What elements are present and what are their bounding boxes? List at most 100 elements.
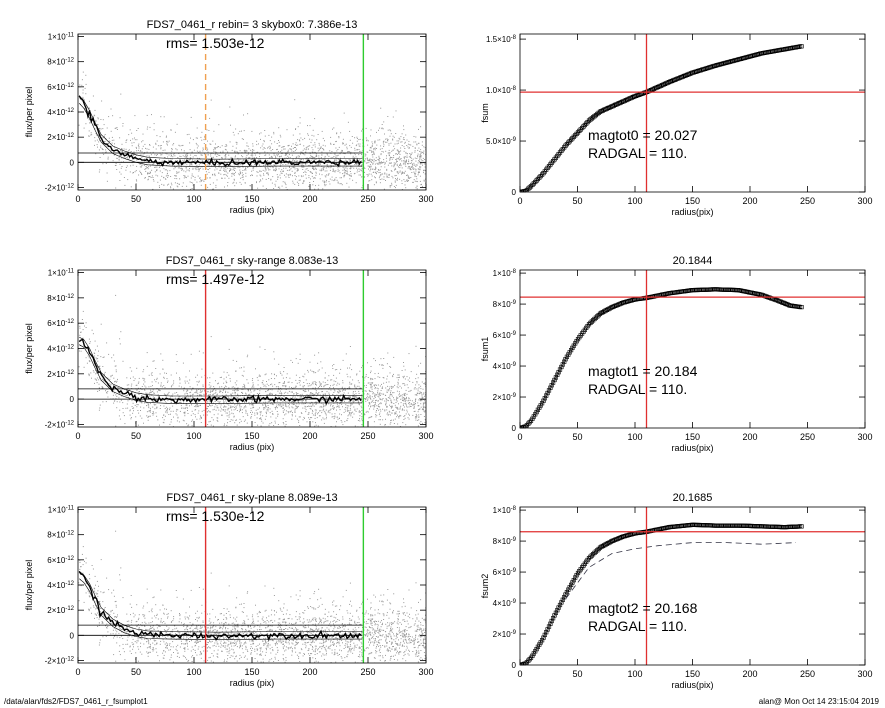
scatter-point bbox=[119, 154, 121, 156]
scatter-point bbox=[308, 395, 309, 397]
scatter-point bbox=[98, 134, 99, 136]
scatter-point bbox=[407, 175, 409, 177]
scatter-point bbox=[201, 410, 203, 412]
scatter-point bbox=[161, 160, 163, 162]
y-tick-label: 0 bbox=[70, 158, 75, 167]
scatter-point bbox=[287, 392, 289, 394]
scatter-point bbox=[295, 142, 297, 144]
scatter-point bbox=[131, 406, 133, 408]
scatter-point bbox=[327, 410, 329, 412]
scatter-point bbox=[406, 396, 407, 398]
scatter-point bbox=[168, 159, 170, 161]
scatter-point bbox=[137, 149, 139, 151]
scatter-point bbox=[197, 392, 199, 394]
scatter-point bbox=[306, 394, 308, 396]
scatter-point bbox=[150, 154, 152, 156]
scatter-point bbox=[410, 177, 412, 178]
scatter-point bbox=[359, 143, 361, 145]
scatter-point bbox=[325, 192, 326, 193]
scatter-point bbox=[382, 142, 384, 144]
scatter-point bbox=[417, 168, 419, 170]
scatter-point bbox=[330, 385, 331, 387]
scatter-point bbox=[156, 378, 158, 380]
scatter-point bbox=[299, 425, 301, 426]
scatter-point bbox=[328, 394, 330, 396]
scatter-point bbox=[375, 157, 377, 159]
scatter-point bbox=[187, 393, 188, 395]
scatter-point bbox=[124, 184, 126, 186]
scatter-point bbox=[306, 157, 308, 159]
scatter-point bbox=[98, 383, 100, 385]
scatter-point bbox=[212, 419, 214, 421]
scatter-point bbox=[199, 394, 201, 396]
scatter-point bbox=[212, 164, 214, 166]
scatter-point bbox=[88, 338, 90, 340]
scatter-point bbox=[347, 415, 349, 417]
scatter-point bbox=[406, 406, 408, 408]
scatter-point bbox=[129, 410, 131, 412]
scatter-point bbox=[239, 403, 241, 405]
scatter-point bbox=[297, 139, 299, 141]
scatter-point bbox=[131, 383, 133, 385]
scatter-point bbox=[329, 387, 331, 388]
scatter-point bbox=[329, 183, 331, 185]
scatter-point bbox=[97, 146, 98, 148]
scatter-point bbox=[140, 172, 142, 174]
scatter-point bbox=[379, 127, 381, 129]
scatter-point bbox=[333, 389, 335, 391]
scatter-point bbox=[223, 406, 225, 408]
scatter-point bbox=[141, 148, 143, 150]
scatter-point bbox=[378, 170, 380, 171]
scatter-point bbox=[388, 177, 390, 178]
scatter-point bbox=[302, 182, 304, 184]
scatter-point bbox=[142, 154, 144, 156]
scatter-point bbox=[314, 417, 316, 419]
scatter-point bbox=[326, 397, 328, 399]
scatter-point bbox=[133, 153, 135, 155]
scatter-point bbox=[266, 172, 268, 174]
scatter-point bbox=[309, 138, 311, 140]
scatter-point bbox=[402, 431, 403, 432]
scatter-point bbox=[163, 405, 165, 407]
scatter-point bbox=[293, 401, 295, 403]
scatter-point bbox=[269, 392, 271, 394]
scatter-point bbox=[196, 164, 198, 166]
scatter-point bbox=[276, 174, 278, 176]
scatter-point bbox=[389, 429, 390, 430]
scatter-point bbox=[350, 173, 352, 175]
scatter-point bbox=[298, 184, 300, 186]
scatter-point bbox=[381, 148, 383, 150]
scatter-point bbox=[318, 415, 320, 417]
scatter-point bbox=[263, 399, 265, 401]
scatter-point bbox=[375, 394, 377, 395]
scatter-point bbox=[352, 411, 354, 413]
scatter-point bbox=[306, 168, 308, 170]
scatter-point bbox=[256, 175, 258, 177]
scatter-point bbox=[410, 156, 411, 158]
scatter-point bbox=[212, 140, 214, 142]
scatter-point bbox=[217, 407, 219, 409]
scatter-point bbox=[277, 386, 279, 387]
scatter-point bbox=[105, 163, 107, 164]
scatter-point bbox=[270, 157, 272, 159]
scatter-point bbox=[285, 404, 287, 406]
scatter-point bbox=[229, 141, 231, 143]
scatter-point bbox=[221, 157, 223, 158]
scatter-point bbox=[187, 175, 189, 177]
scatter-point bbox=[295, 358, 297, 360]
scatter-point bbox=[85, 327, 87, 328]
scatter-point bbox=[135, 156, 136, 157]
scatter-point bbox=[239, 164, 241, 166]
scatter-point bbox=[223, 401, 225, 403]
scatter-point bbox=[181, 185, 183, 187]
scatter-point bbox=[368, 215, 369, 216]
scatter-point bbox=[379, 182, 381, 184]
scatter-point bbox=[325, 167, 327, 169]
scatter-point bbox=[393, 429, 394, 430]
scatter-point bbox=[401, 440, 402, 441]
scatter-point bbox=[177, 167, 179, 169]
scatter-point bbox=[157, 181, 159, 183]
curve-marker bbox=[702, 66, 707, 71]
scatter-point bbox=[213, 149, 215, 151]
scatter-point bbox=[123, 157, 125, 159]
